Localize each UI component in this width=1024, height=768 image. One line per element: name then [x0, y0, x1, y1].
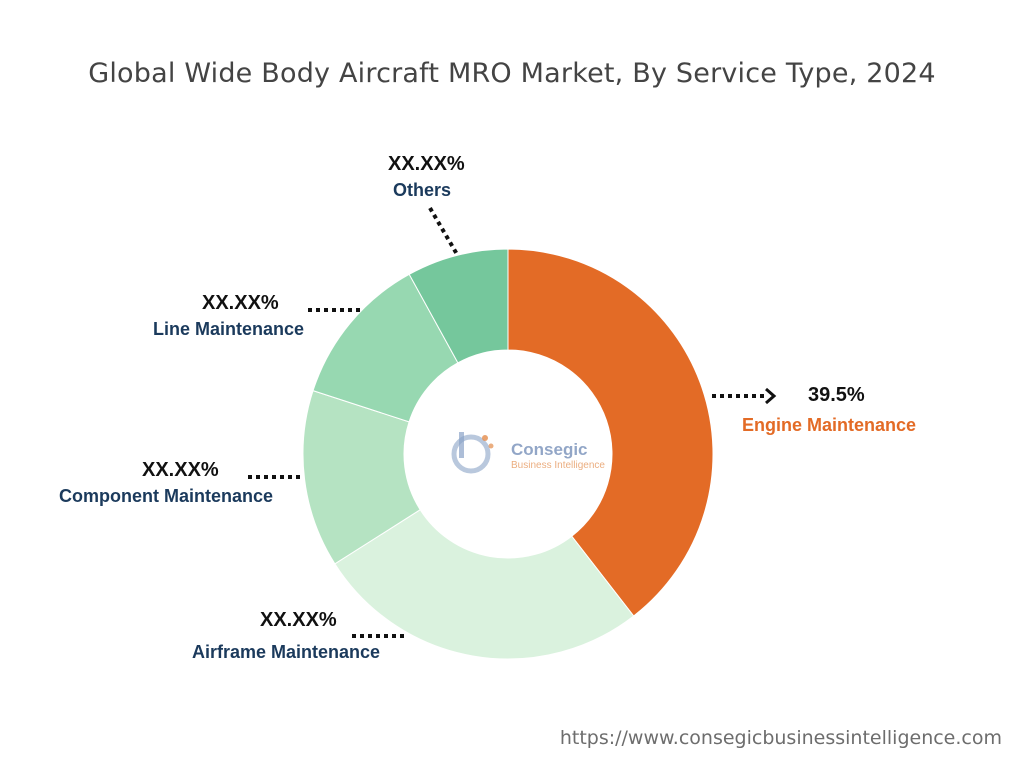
category-label-engine-maintenance: Engine Maintenance: [742, 415, 917, 435]
logo-tagline: Business Intelligence: [511, 460, 605, 471]
brand-logo: Consegic Business Intelligence: [445, 428, 615, 476]
chart-title: Global Wide Body Aircraft MRO Market, By…: [88, 58, 936, 89]
category-label-line-maintenance: Line Maintenance: [153, 319, 305, 339]
value-label-others: XX.XX%: [388, 153, 465, 175]
value-label-component-maintenance: XX.XX%: [142, 459, 219, 481]
value-label-line-maintenance: XX.XX%: [202, 292, 279, 314]
slice-others: [408, 248, 509, 364]
category-label-airframe-maintenance: Airframe Maintenance: [192, 642, 381, 662]
slice-engine-maintenance: [507, 248, 714, 617]
logo-name: Consegic: [511, 440, 588, 459]
slices-group: [302, 248, 714, 660]
category-label-others: Others: [393, 180, 452, 200]
leader-lines-group: [248, 206, 777, 638]
value-label-engine-maintenance: 39.5%: [808, 384, 865, 406]
source-url[interactable]: https://www.consegicbusinessintelligence…: [559, 727, 1002, 749]
arrow-head-engine-maintenance: [765, 387, 777, 405]
category-label-component-maintenance: Component Maintenance: [59, 486, 274, 506]
value-label-airframe-maintenance: XX.XX%: [260, 609, 337, 631]
logo-mark-icon: [451, 432, 494, 474]
slice-airframe-maintenance: [334, 509, 635, 660]
slice-component-maintenance: [302, 390, 421, 565]
leader-line-others: [428, 206, 460, 258]
